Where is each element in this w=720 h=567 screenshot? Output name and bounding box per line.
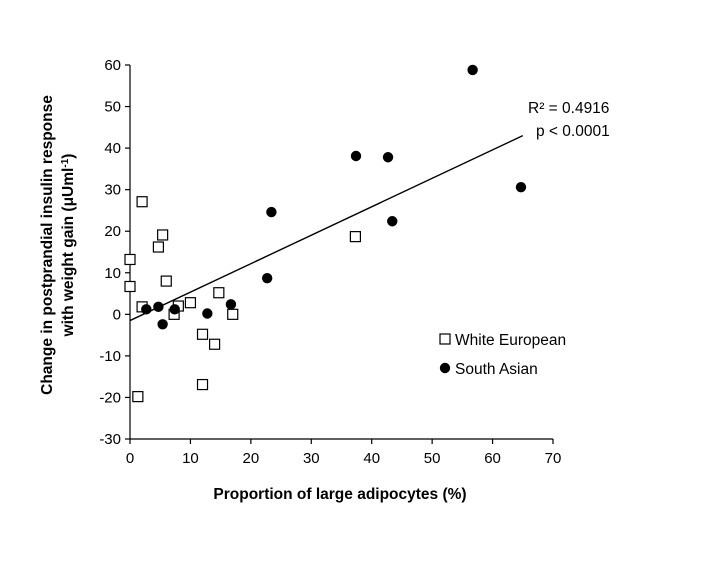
p-value-annotation: p < 0.0001	[536, 123, 610, 140]
y-tick-label: 0	[113, 306, 121, 323]
data-point-south-asian	[266, 206, 277, 218]
data-points	[124, 64, 527, 403]
x-tick-label: 50	[424, 450, 441, 467]
x-tick-label: 10	[182, 450, 199, 467]
trendline	[129, 135, 524, 322]
data-point-white-european	[184, 297, 197, 309]
data-point-white-european	[227, 308, 239, 320]
data-point-south-asian	[382, 152, 394, 163]
x-tick-label: 0	[126, 450, 134, 467]
y-tick-label: 20	[104, 223, 121, 240]
data-point-white-european	[157, 229, 169, 241]
x-ticks: 0 10 20 30 40 50 60 70	[126, 439, 562, 467]
data-point-south-asian	[225, 299, 237, 310]
data-point-south-asian	[157, 319, 168, 330]
x-tick-label: 70	[545, 450, 562, 467]
x-axis-title: Proportion of large adipocytes (%)	[213, 486, 466, 503]
y-tick-label: 40	[104, 140, 121, 157]
y-tick-label: -30	[99, 431, 121, 448]
legend-label-south-asian: South Asian	[455, 361, 538, 378]
data-point-south-asian	[350, 150, 362, 162]
x-tick-label: 60	[484, 450, 501, 467]
data-point-white-european	[209, 338, 221, 350]
legend-marker-white-european	[439, 333, 451, 345]
data-point-white-european	[124, 253, 136, 266]
data-point-white-european	[349, 231, 361, 243]
y-axis-title-line2: with weight gain (μUml-1)	[60, 154, 78, 338]
axes	[129, 65, 553, 440]
y-tick-label: 50	[104, 99, 121, 116]
data-point-south-asian	[467, 64, 478, 76]
data-point-south-asian	[141, 304, 152, 315]
data-point-white-european	[213, 287, 225, 299]
y-ticks: -30 -20 -10 0 10 20 30 40 50 60	[99, 57, 130, 448]
data-point-south-asian	[169, 304, 180, 315]
legend-marker-south-asian	[439, 362, 451, 374]
y-tick-label: 10	[104, 265, 121, 282]
data-point-south-asian	[202, 308, 213, 319]
data-point-white-european	[152, 241, 165, 253]
x-tick-label: 40	[363, 450, 380, 467]
x-tick-label: 20	[243, 450, 260, 467]
data-point-south-asian	[153, 301, 164, 313]
data-point-white-european	[132, 391, 144, 403]
y-tick-label: 30	[104, 182, 121, 199]
data-point-white-european	[136, 196, 148, 208]
y-axis-title: Change in postprandial insulin response …	[39, 95, 77, 395]
data-point-south-asian	[387, 216, 398, 227]
x-tick-label: 30	[303, 450, 320, 467]
y-tick-label: 60	[104, 57, 121, 74]
data-point-white-european	[196, 328, 209, 340]
legend: White European South Asian	[439, 332, 566, 378]
data-point-white-european	[160, 275, 172, 287]
legend-label-white-european: White European	[455, 332, 566, 349]
r-squared-annotation: R² = 0.4916	[528, 100, 609, 117]
y-axis-title-line1: Change in postprandial insulin response	[39, 95, 56, 395]
y-tick-label: -10	[99, 348, 121, 365]
data-point-south-asian	[515, 181, 527, 193]
data-point-south-asian	[261, 272, 273, 284]
data-point-white-european	[124, 280, 136, 293]
data-point-white-european	[196, 378, 209, 391]
y-tick-label: -20	[99, 389, 121, 406]
